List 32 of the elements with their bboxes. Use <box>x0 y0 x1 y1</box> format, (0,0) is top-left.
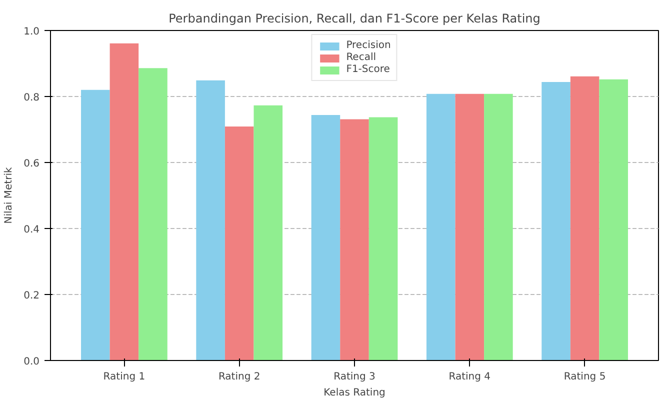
bar <box>570 76 600 360</box>
bar <box>196 80 225 360</box>
y-tick-label: 1.0 <box>24 26 40 38</box>
legend-label: F1-Score <box>346 64 390 75</box>
x-tick-label: Rating 4 <box>448 372 491 382</box>
bar <box>340 119 369 360</box>
bar <box>426 94 456 360</box>
legend-label: Precision <box>346 40 391 51</box>
x-tick-label: Rating 2 <box>218 372 260 382</box>
bar <box>224 126 254 360</box>
bar <box>542 82 570 360</box>
bar <box>110 43 139 360</box>
bar <box>138 68 168 360</box>
x-tick-label: Rating 1 <box>103 372 146 382</box>
bar <box>484 94 513 360</box>
bar <box>254 105 283 360</box>
y-tick-label: 0.4 <box>24 224 40 236</box>
bar <box>311 114 340 360</box>
y-tick-label: 0.0 <box>24 356 40 368</box>
bar <box>455 94 484 360</box>
bar <box>81 90 110 360</box>
x-tick-label: Rating 5 <box>564 372 606 382</box>
bar <box>368 117 398 360</box>
x-axis-title: Kelas Rating <box>324 388 386 398</box>
chart-title: Perbandingan Precision, Recall, dan F1-Score per Kelas Rating <box>168 12 540 26</box>
y-tick-label: 0.8 <box>24 92 40 104</box>
bar <box>599 79 628 360</box>
y-tick-label: 0.2 <box>24 290 40 302</box>
x-tick-label: Rating 3 <box>334 372 376 382</box>
y-axis-title: Nilai Metrik <box>4 167 15 224</box>
legend-label: Recall <box>346 52 376 63</box>
y-tick-label: 0.6 <box>24 158 40 170</box>
